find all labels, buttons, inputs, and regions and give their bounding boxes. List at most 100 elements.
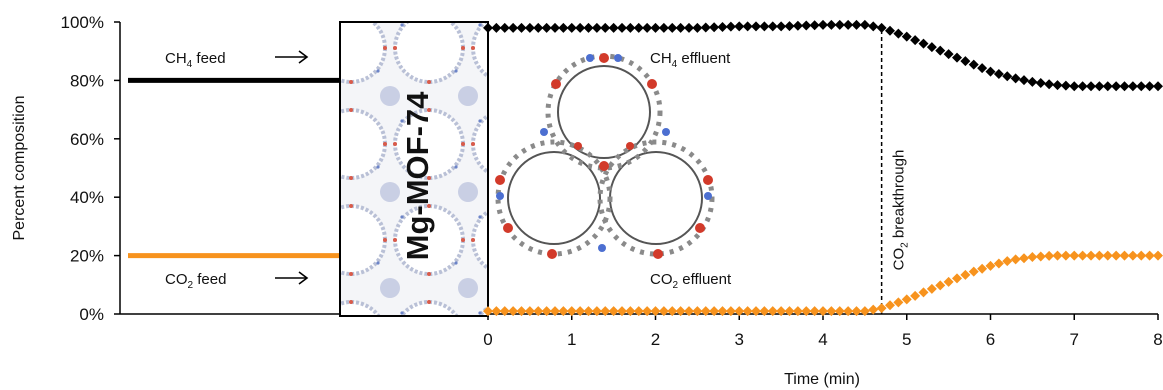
data-point [977,63,988,74]
y-tick-label: 60% [70,130,104,149]
data-point [734,21,745,32]
data-point [851,19,862,30]
data-point [759,21,770,32]
data-point [759,306,770,317]
data-point [1002,71,1013,82]
data-point [826,306,837,317]
data-point [1111,81,1122,92]
data-point [650,306,661,317]
data-point [491,306,502,317]
data-point [776,21,787,32]
data-point [566,306,577,317]
data-point [633,22,644,33]
data-point [1019,75,1029,86]
data-point [533,306,544,317]
data-point [818,306,828,317]
ch4-feed-arrow [275,50,309,64]
data-point [1102,81,1113,92]
data-point [935,280,946,291]
data-point [533,22,544,33]
data-point [876,22,887,33]
data-point [600,306,611,317]
data-point [658,22,669,33]
data-point [935,45,946,56]
data-point [1077,81,1088,92]
data-point [608,22,619,33]
data-point [960,269,971,280]
data-point [1052,250,1063,261]
data-point [834,306,845,317]
ch4-effluent-label: CH4 effluent [650,50,731,70]
data-point [617,22,627,33]
data-point [742,21,753,32]
mof-label: Mg-MOF-74 [400,91,435,261]
data-point [1111,250,1122,261]
data-point [558,306,569,317]
data-point [625,306,636,317]
data-point [550,22,560,33]
data-point [1019,253,1029,264]
data-point [550,306,560,317]
y-axis-label: Percent composition [11,96,28,241]
x-tick-label: 0 [483,330,492,349]
data-point [1127,81,1138,92]
data-point [885,300,895,311]
data-point [625,22,636,33]
data-point [1002,256,1013,267]
y-tick-label: 20% [70,247,104,266]
data-point [1153,81,1163,92]
data-point [876,303,887,314]
data-point [968,266,979,277]
data-point [1069,250,1080,261]
data-point [734,306,745,317]
data-point [1052,80,1063,91]
data-point [809,306,820,317]
data-point [499,306,510,317]
data-point [977,263,988,274]
data-point [499,22,510,33]
y-tick-label: 40% [70,188,104,207]
series-ch4-effluent [483,19,1163,92]
ch4-feed-label: CH4 feed [165,50,226,70]
data-point [1027,252,1038,263]
data-point [684,306,694,317]
data-point [843,306,854,317]
data-point [583,22,594,33]
x-tick-label: 5 [902,330,911,349]
data-point [960,56,971,67]
data-point [1102,250,1113,261]
data-point [516,306,527,317]
co2-feed-label: CO2 feed [165,271,226,291]
data-point [1136,81,1147,92]
data-point [483,22,493,33]
data-point [508,22,519,33]
data-point [658,306,669,317]
data-point [742,306,753,317]
data-point [1119,81,1130,92]
data-point [910,290,921,301]
mof-column-image [339,21,489,317]
data-point [675,22,686,33]
co2-feed-arrow [275,271,309,285]
data-point [1086,250,1096,261]
data-point [692,22,703,33]
data-point [901,31,912,42]
data-point [809,20,820,31]
data-point [918,38,929,49]
x-tick-label: 4 [818,330,827,349]
x-axis-label: Time (min) [784,371,860,388]
data-point [1077,250,1088,261]
data-point [943,49,954,60]
data-point [952,52,962,63]
data-point [1060,250,1071,261]
data-point [1127,250,1138,261]
data-point [600,22,611,33]
data-point [591,306,602,317]
data-point [1044,250,1055,261]
data-point [483,306,493,317]
data-point [642,306,653,317]
data-point [725,306,736,317]
data-point [985,66,996,77]
data-point [709,306,720,317]
